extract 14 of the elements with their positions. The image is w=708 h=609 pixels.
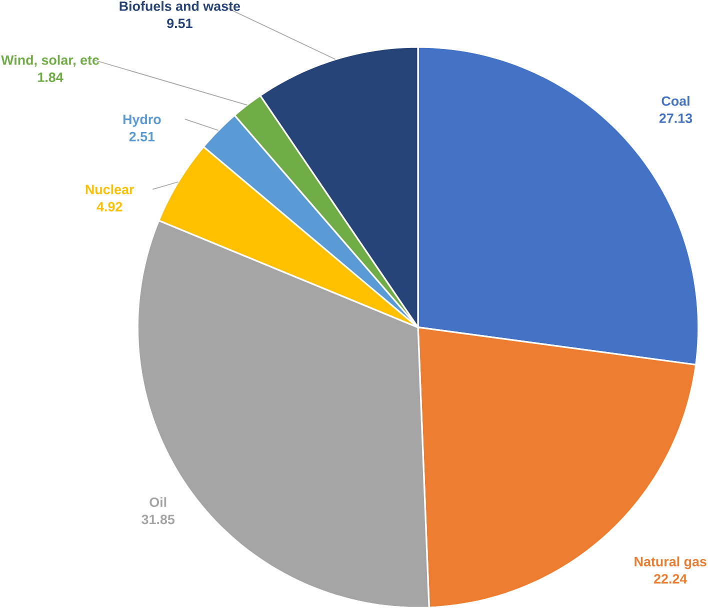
slice-label: Natural gas: [634, 556, 706, 570]
slice-label: Biofuels and waste: [120, 1, 240, 12]
slice-label: Oil: [150, 497, 166, 508]
data-label: 31.85: [142, 514, 175, 524]
data-label: 22.24: [654, 574, 688, 584]
data-label: 4.92: [96, 202, 122, 212]
slice-label: Coal: [662, 96, 690, 106]
slice-label: Hydro: [123, 114, 161, 128]
data-label: 2.51: [129, 132, 155, 142]
data-label: 1.84: [38, 72, 64, 82]
data-label: 27.13: [659, 114, 692, 124]
data-label: 9.51: [167, 18, 192, 28]
slice-label: Nuclear: [86, 184, 134, 195]
slice-label: Wind, solar, etc: [1, 55, 100, 68]
